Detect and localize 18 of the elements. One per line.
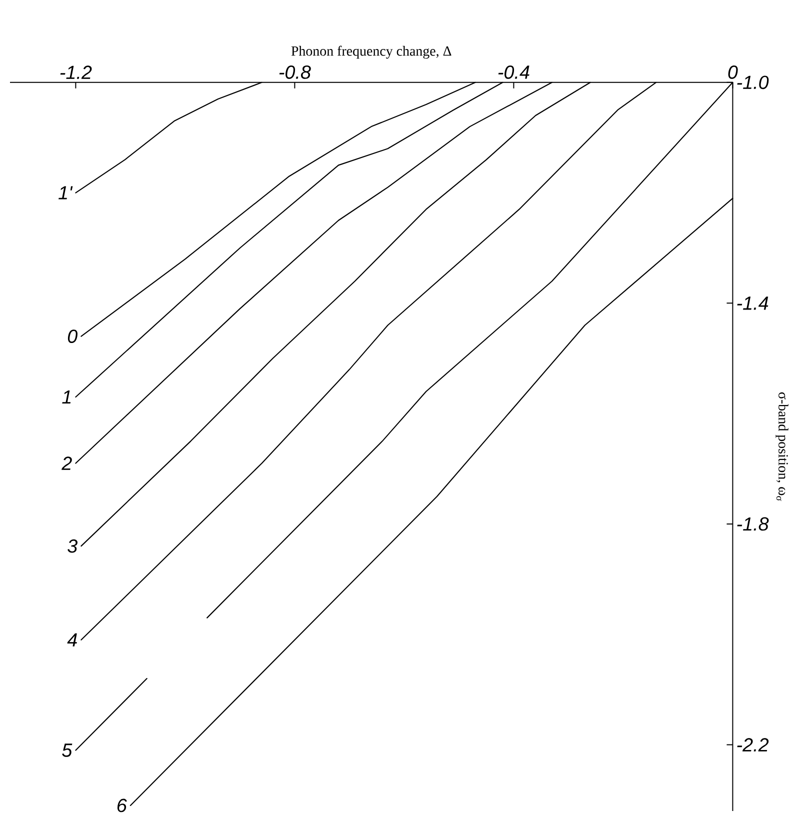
y-tick-label: -2.2 [737,738,769,752]
x-tick-label: -1.2 [60,66,92,79]
series-label: 5 [62,744,72,757]
x-tick-label: -0.4 [498,65,530,79]
series-label: 4 [67,633,77,646]
series-label: 6 [117,798,127,812]
series-label: 1' [58,186,73,200]
x-tick-label: -0.8 [279,65,311,79]
series-label: 3 [68,539,78,553]
y-tick-label: -1.8 [737,517,769,531]
x-axis-title: Phonon frequency change, Δ [291,46,452,59]
series-label: 1 [62,390,71,404]
y-tick-label: -1.4 [737,296,768,310]
series-label: 0 [68,330,78,344]
y-tick-label: -1.0 [737,76,769,90]
y-axis-title: σ-band position, ω$_{σ}$ [776,392,788,501]
x-tick-label: 0 [728,65,738,79]
series-label: 2 [62,456,72,470]
